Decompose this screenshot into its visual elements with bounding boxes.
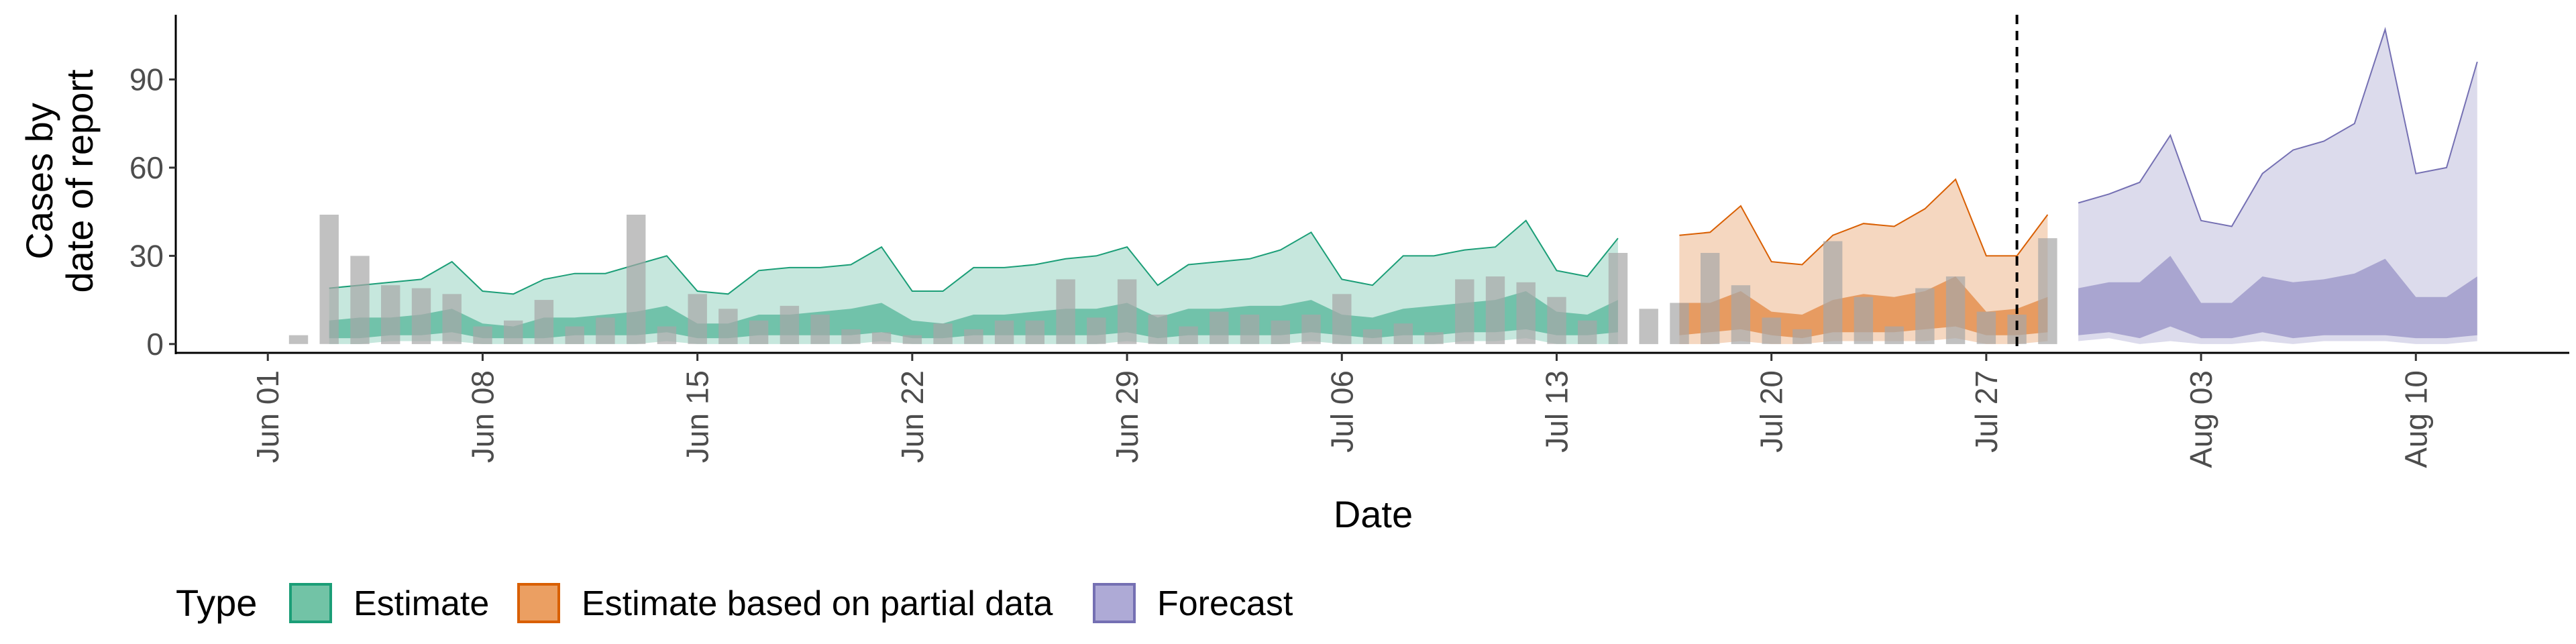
- plot-area: [288, 15, 2478, 353]
- line-upper-estimate-based-on-partial-data: [1679, 178, 2049, 266]
- bar-reported-cases: [1516, 282, 1536, 344]
- legend-key-partial: [517, 583, 560, 623]
- y-tick-label: 60: [129, 150, 164, 185]
- bar-reported-cases: [1608, 253, 1628, 344]
- legend-label-forecast: Forecast: [1157, 584, 1293, 623]
- bar-reported-cases: [810, 315, 830, 344]
- y-axis-title: Cases by date of report: [18, 69, 101, 293]
- x-tick-label: Jul 13: [1540, 370, 1574, 453]
- bar-reported-cases: [1148, 315, 1167, 344]
- x-tick-label: Jun 01: [250, 370, 285, 463]
- bar-reported-cases: [442, 294, 462, 344]
- bar-reported-cases: [1117, 279, 1137, 344]
- bar-reported-cases: [288, 335, 309, 344]
- bar-reported-cases: [534, 300, 554, 344]
- bar-reported-cases: [411, 288, 431, 344]
- bar-reported-cases: [504, 320, 523, 344]
- legend: Type Estimate Estimate based on partial …: [176, 582, 1293, 624]
- bar-reported-cases: [1271, 320, 1290, 344]
- x-tick-label: Jul 06: [1324, 370, 1359, 453]
- bar-reported-cases: [871, 332, 892, 344]
- x-tick-label: Jul 27: [1969, 370, 2004, 453]
- bar-reported-cases: [1362, 329, 1383, 344]
- legend-key-estimate: [289, 583, 332, 623]
- bar-reported-cases: [1578, 320, 1597, 344]
- bar-reported-cases: [381, 285, 400, 344]
- band50-estimate: [329, 291, 1618, 339]
- legend-item-partial: Estimate based on partial data: [517, 583, 1053, 623]
- bar-reported-cases: [1976, 311, 1996, 344]
- bar-reported-cases: [841, 329, 861, 344]
- bar-reported-cases: [473, 326, 492, 344]
- legend-title: Type: [176, 582, 257, 624]
- bar-reported-cases: [718, 309, 738, 344]
- bar-reported-cases: [657, 326, 677, 344]
- bar-reported-cases: [964, 329, 983, 344]
- bar-reported-cases: [2038, 238, 2057, 344]
- x-tick-label: Jun 15: [680, 370, 715, 463]
- bar-reported-cases: [1762, 317, 1781, 344]
- bar-reported-cases: [596, 317, 615, 344]
- legend-label-partial: Estimate based on partial data: [582, 584, 1053, 623]
- bar-reported-cases: [565, 326, 584, 344]
- bar-reported-cases: [1547, 297, 1566, 344]
- bar-reported-cases: [1056, 279, 1075, 344]
- line-upper-forecast: [2078, 27, 2478, 227]
- bar-reported-cases: [902, 335, 922, 344]
- bar-reported-cases: [1945, 276, 1966, 344]
- y-axis-title-line-1: Cases by: [18, 103, 60, 259]
- bar-reported-cases: [1792, 329, 1812, 344]
- legend-key-forecast: [1093, 583, 1136, 623]
- bar-reported-cases: [1485, 276, 1505, 344]
- bar-reported-cases: [627, 215, 646, 344]
- bar-reported-cases: [688, 294, 707, 344]
- x-tick-label: Aug 03: [2184, 370, 2218, 468]
- bar-reported-cases: [1025, 320, 1044, 344]
- bar-reported-cases: [1179, 326, 1198, 344]
- bar-reported-cases: [1854, 297, 1874, 344]
- bar-reported-cases: [1915, 288, 1935, 344]
- x-tick-label: Aug 10: [2398, 370, 2433, 468]
- x-tick-label: Jun 29: [1110, 370, 1144, 463]
- bar-reported-cases: [1701, 253, 1720, 344]
- bar-reported-cases: [1639, 309, 1658, 344]
- bar-reported-cases: [1332, 294, 1352, 344]
- y-axis-title-line-2: date of report: [58, 69, 101, 293]
- band50-forecast: [2078, 256, 2477, 339]
- bar-reported-cases: [933, 323, 953, 344]
- x-tick-label: Jun 22: [895, 370, 930, 463]
- bar-reported-cases: [749, 320, 769, 344]
- bar-reported-cases: [994, 320, 1014, 344]
- x-tick-label: Jun 08: [465, 370, 500, 463]
- bar-reported-cases: [1393, 323, 1413, 344]
- legend-label-estimate: Estimate: [354, 584, 489, 623]
- bar-reported-cases: [1823, 241, 1843, 344]
- legend-item-forecast: Forecast: [1093, 583, 1293, 623]
- x-tick-label: Jul 20: [1754, 370, 1789, 453]
- bar-reported-cases: [1670, 303, 1689, 344]
- legend-item-estimate: Estimate: [289, 583, 489, 623]
- bar-reported-cases: [1884, 326, 1904, 344]
- y-tick-label: 90: [129, 62, 164, 97]
- bar-reported-cases: [1731, 285, 1751, 344]
- bar-reported-cases: [780, 305, 800, 344]
- bar-reported-cases: [1210, 311, 1229, 344]
- bar-reported-cases: [1240, 315, 1260, 344]
- bar-reported-cases: [1087, 317, 1106, 344]
- y-tick-label: 30: [129, 238, 164, 273]
- bar-reported-cases: [319, 215, 339, 344]
- x-axis-title: Date: [1334, 493, 1413, 535]
- bar-reported-cases: [1301, 315, 1321, 344]
- y-tick-label: 0: [146, 327, 164, 362]
- line-upper-estimate: [329, 219, 1619, 295]
- bar-reported-cases: [1424, 332, 1444, 344]
- axes: 0 30 60 90 Jun 01 Jun 08 Jun 15 Jun 22 Jun 29 Jul…: [129, 15, 2569, 468]
- bar-reported-cases: [1455, 279, 1474, 344]
- bar-reported-cases: [350, 256, 370, 344]
